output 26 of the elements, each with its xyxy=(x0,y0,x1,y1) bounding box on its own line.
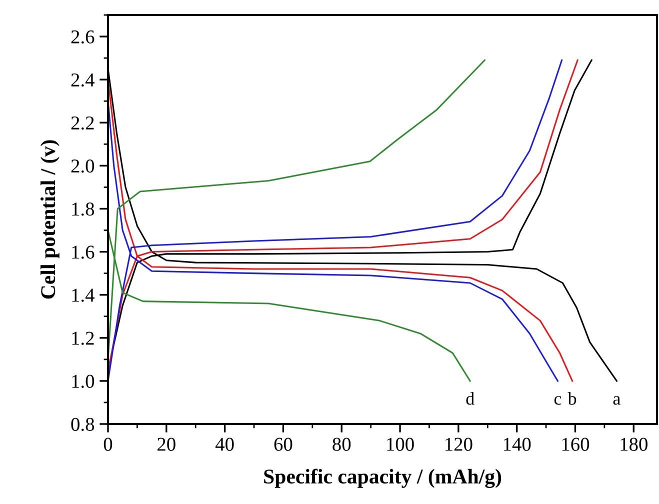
series-label: a xyxy=(613,396,620,405)
y-tick-label: 0.8 xyxy=(71,418,94,432)
y-tick-label: 1.0 xyxy=(72,374,94,388)
x-axis-title: Specific capacity / (mAh/g) xyxy=(264,468,502,488)
series-label: c xyxy=(554,396,562,405)
x-tick-label: 120 xyxy=(446,438,472,451)
y-tick-label: 1.2 xyxy=(72,332,94,345)
series-label: d xyxy=(466,392,474,405)
y-tick-label: 1.6 xyxy=(72,246,94,259)
y-tick-label: 2.2 xyxy=(71,116,94,130)
x-tick-label: 100 xyxy=(387,438,414,451)
x-tick-label: 0 xyxy=(104,438,112,451)
x-tick-label: 40 xyxy=(215,438,234,451)
x-tick-label: 60 xyxy=(274,438,292,451)
x-tick-label: 160 xyxy=(562,438,590,451)
x-tick-label: 80 xyxy=(332,438,351,451)
x-tick-label: 20 xyxy=(158,438,176,451)
y-axis-title: Cell potential / (v) xyxy=(40,140,60,299)
x-tick-label: 140 xyxy=(504,438,531,451)
y-tick-label: 1.4 xyxy=(72,288,94,302)
y-tick-label: 2.6 xyxy=(71,30,94,44)
y-tick-label: 2.4 xyxy=(71,73,94,87)
series-label: b xyxy=(568,392,576,405)
y-tick-label: 2.0 xyxy=(71,160,94,173)
y-tick-label: 1.8 xyxy=(72,202,94,216)
x-tick-label: 180 xyxy=(620,438,648,451)
